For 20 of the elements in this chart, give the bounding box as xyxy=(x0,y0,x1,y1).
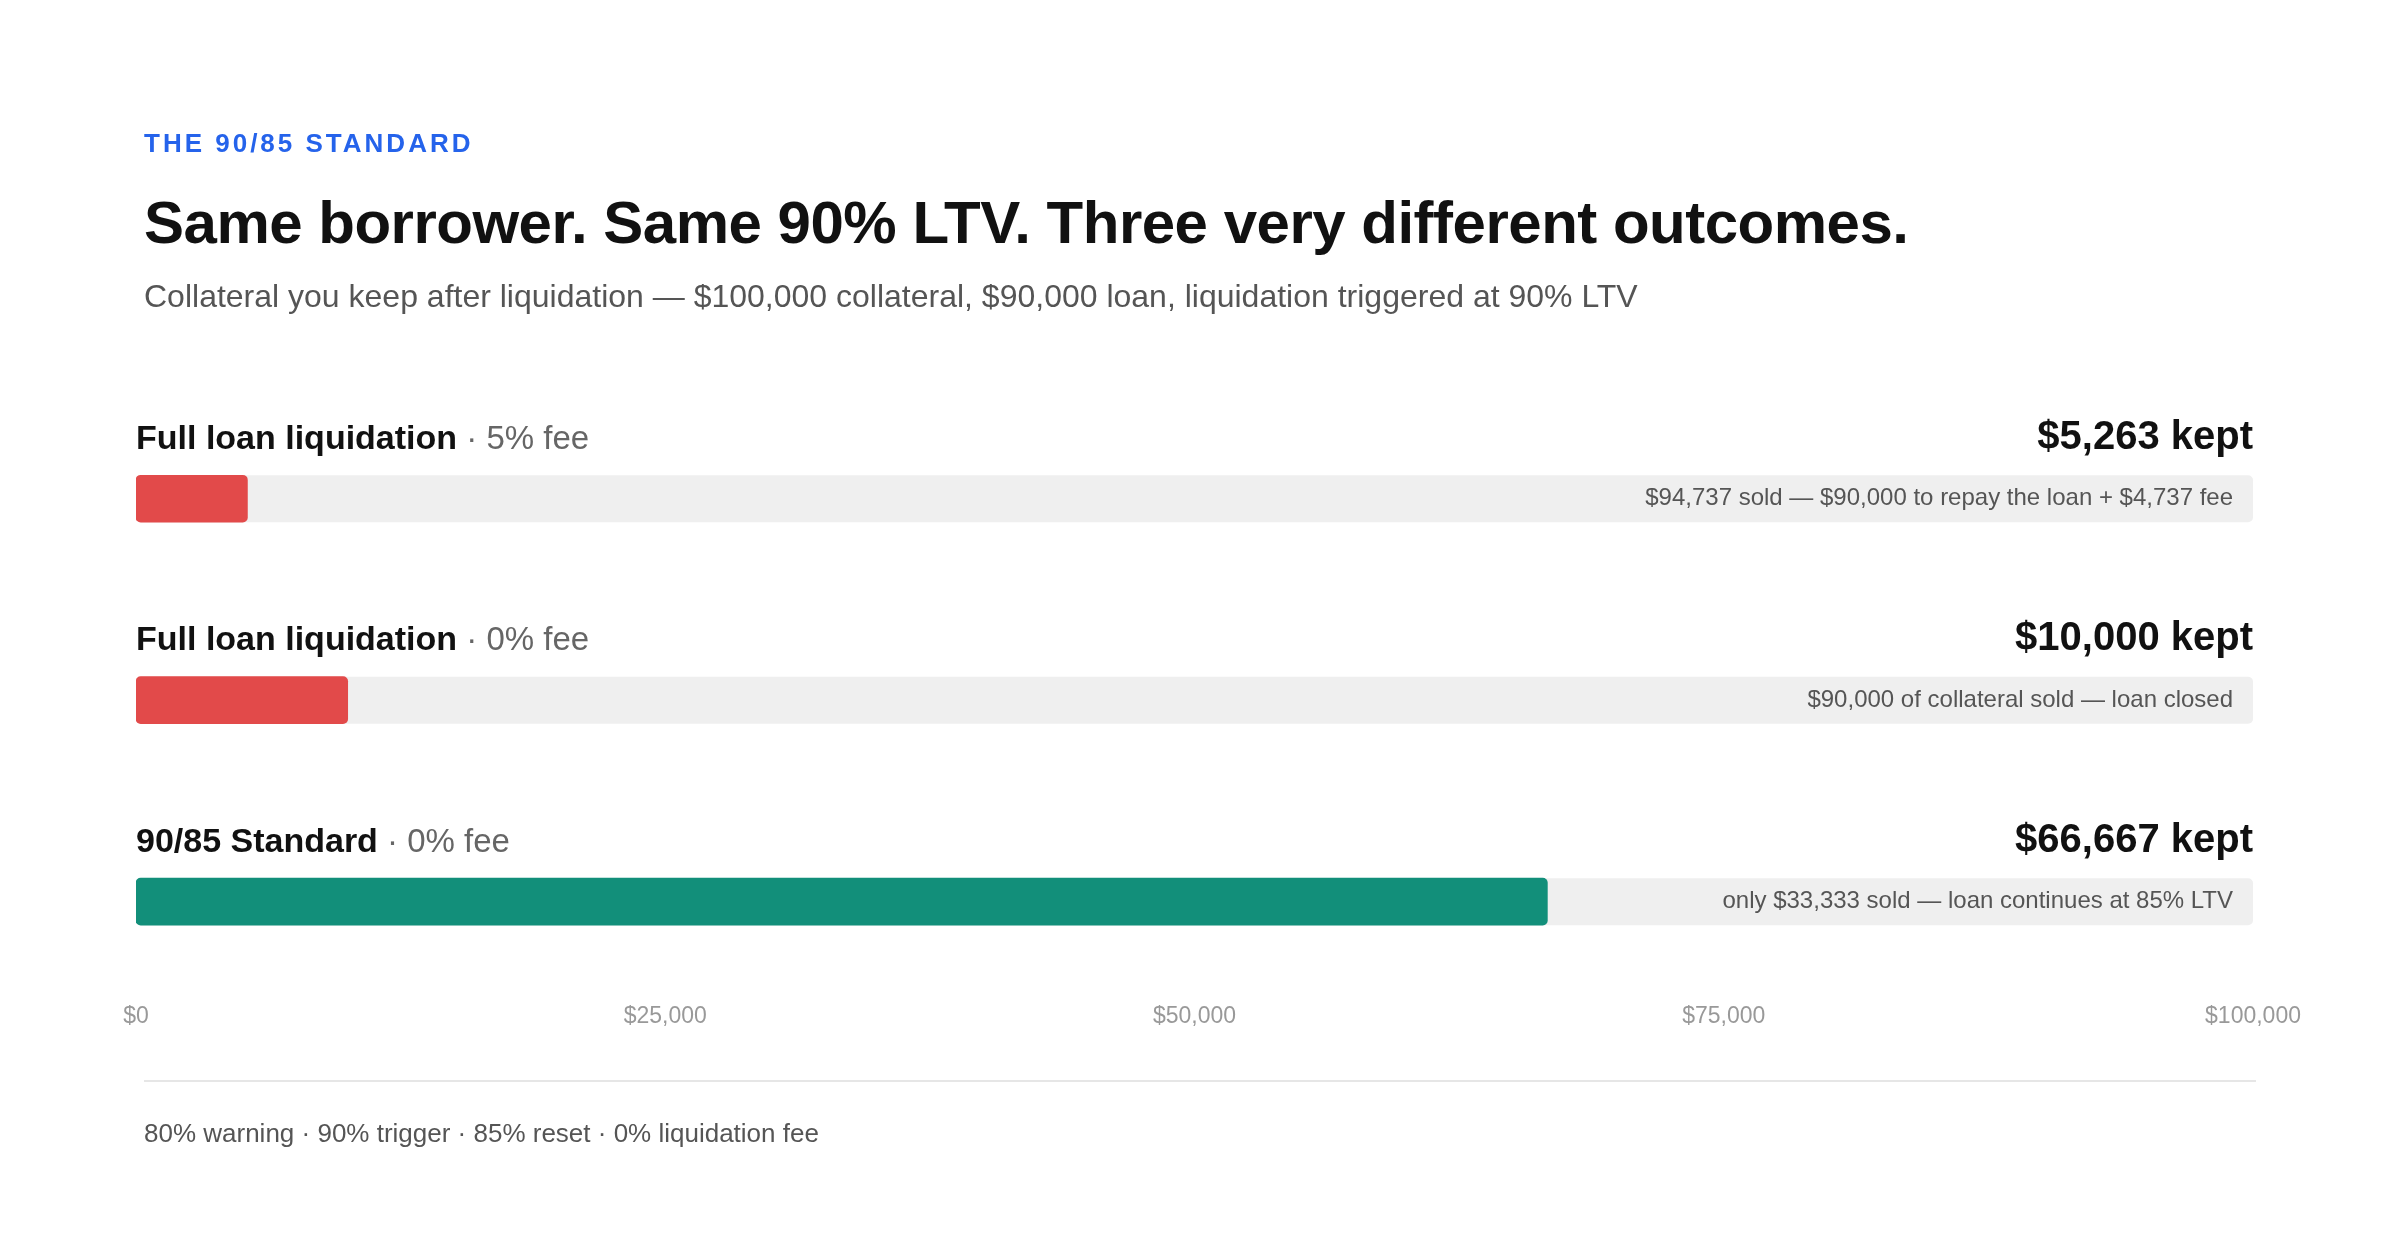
text: THE 90/85 STANDARD xyxy=(144,128,474,159)
data-label: $66,667 kept xyxy=(2015,815,2254,860)
x-tick-label: $25,000 xyxy=(623,1001,707,1028)
text: 80% warning · 90% trigger · 85% reset · 0% liquidation fee xyxy=(144,1118,819,1149)
y-tick-label: Full loan liquidation · 0% fee xyxy=(136,619,590,658)
data-label: $5,263 kept xyxy=(2037,412,2254,457)
x-tick-label: $100,000 xyxy=(2205,1001,2301,1028)
bar xyxy=(136,474,248,523)
x-tick-label: $75,000 xyxy=(1682,1001,1766,1028)
chart-title: Same borrower. Same 90% LTV. Three very different outcomes. xyxy=(144,188,1909,257)
annotation: $94,737 sold — $90,000 to repay the loan + $4,737 fee xyxy=(1645,483,2234,511)
y-tick-label: 90/85 Standard · 0% fee xyxy=(136,820,510,859)
y-tick-label: Full loan liquidation · 5% fee xyxy=(136,417,590,456)
x-tick-label: $0 xyxy=(123,1001,149,1028)
annotation: only $33,333 sold — loan continues at 85% LTV xyxy=(1722,886,2234,914)
bar xyxy=(136,676,349,725)
annotation: $90,000 of collateral sold — loan closed xyxy=(1807,684,2234,712)
x-tick-label: $50,000 xyxy=(1152,1001,1237,1028)
chart-subtitle: Collateral you keep after liquidation — $100,000 collateral, $90,000 loan, liquidation triggered at 90% LTV xyxy=(144,278,1638,315)
data-label: $10,000 kept xyxy=(2015,614,2254,659)
